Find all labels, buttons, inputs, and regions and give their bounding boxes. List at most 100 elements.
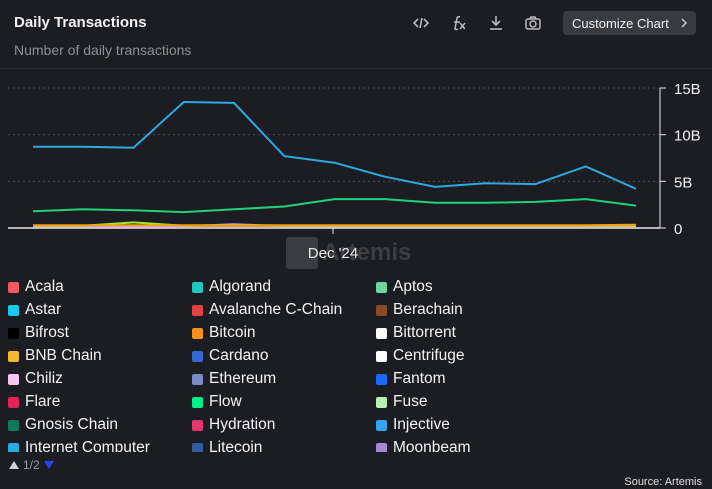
- legend-item[interactable]: Acala: [8, 276, 64, 298]
- legend-label: Injective: [393, 416, 450, 433]
- legend-swatch: [376, 419, 387, 431]
- artemis-logo-icon: [286, 237, 318, 269]
- chart-legend: Acala Algorand Aptos Astar Avalanche C-Chain…: [0, 276, 712, 452]
- legend-item[interactable]: Aptos: [376, 276, 433, 298]
- legend-label: Hydration: [209, 416, 276, 433]
- customize-chart-button[interactable]: Customize Chart: [563, 11, 696, 35]
- legend-label: Acala: [25, 278, 64, 295]
- legend-item[interactable]: Bittorrent: [376, 322, 456, 344]
- legend-swatch: [8, 442, 19, 452]
- legend-item[interactable]: Fuse: [376, 391, 427, 413]
- code-icon[interactable]: [410, 12, 432, 34]
- formula-icon[interactable]: [447, 12, 469, 34]
- page-up-icon[interactable]: [8, 460, 20, 470]
- legend-item[interactable]: Bitcoin: [192, 322, 256, 344]
- series-line: [33, 101, 637, 190]
- legend-swatch: [192, 281, 203, 293]
- legend-label: Centrifuge: [393, 347, 465, 364]
- legend-swatch: [376, 281, 387, 293]
- watermark-text: Artemis: [322, 239, 412, 266]
- page-down-icon[interactable]: [43, 460, 55, 470]
- legend-label: Moonbeam: [393, 439, 471, 452]
- customize-chart-label: Customize Chart: [572, 15, 669, 31]
- legend-item[interactable]: BNB Chain: [8, 345, 102, 367]
- legend-item[interactable]: Litecoin: [192, 437, 262, 452]
- legend-label: Cardano: [209, 347, 269, 364]
- legend-label: Fuse: [393, 393, 428, 410]
- legend-label: Fantom: [393, 370, 446, 387]
- legend-label: Flow: [209, 393, 242, 410]
- legend-swatch: [376, 350, 387, 362]
- legend-swatch: [376, 442, 387, 452]
- legend-item[interactable]: Centrifuge: [376, 345, 465, 367]
- legend-item[interactable]: Algorand: [192, 276, 271, 298]
- y-tick-label: 0: [674, 221, 682, 238]
- legend-label: Gnosis Chain: [25, 416, 119, 433]
- legend-label: Berachain: [393, 301, 463, 318]
- legend-swatch: [8, 419, 19, 431]
- legend-label: Bitcoin: [209, 324, 256, 341]
- legend-swatch: [8, 304, 19, 316]
- legend-item[interactable]: Astar: [8, 299, 61, 321]
- legend-swatch: [8, 396, 19, 408]
- legend-item[interactable]: Cardano: [192, 345, 268, 367]
- series-line: [32, 198, 637, 214]
- artemis-watermark: Artemis: [286, 237, 411, 269]
- legend-swatch: [192, 396, 203, 408]
- x-tick-label: Dec '24: [308, 245, 358, 262]
- legend-pager: 1/2: [8, 458, 55, 472]
- legend-label: Avalanche C-Chain: [209, 301, 343, 318]
- legend-label: BNB Chain: [25, 347, 102, 364]
- legend-label: Chiliz: [25, 370, 63, 387]
- legend-swatch: [192, 304, 203, 316]
- camera-icon[interactable]: [522, 12, 544, 34]
- legend-swatch: [8, 373, 19, 385]
- legend-item[interactable]: Chiliz: [8, 368, 63, 390]
- legend-swatch: [376, 396, 387, 408]
- chart-header: Daily Transactions Number of daily trans…: [0, 0, 712, 69]
- chart-subtitle: Number of daily transactions: [14, 42, 192, 58]
- legend-label: Bittorrent: [393, 324, 456, 341]
- legend-swatch: [8, 350, 19, 362]
- legend-label: Bifrost: [25, 324, 69, 341]
- series-line: [33, 223, 637, 227]
- download-icon[interactable]: [485, 12, 507, 34]
- legend-swatch: [8, 281, 19, 293]
- legend-label: Ethereum: [209, 370, 277, 387]
- legend-item[interactable]: Avalanche C-Chain: [192, 299, 342, 321]
- legend-item[interactable]: Internet Computer: [8, 437, 150, 452]
- legend-label: Aptos: [393, 278, 433, 295]
- legend-swatch: [376, 373, 387, 385]
- legend-label: Flare: [25, 393, 61, 410]
- legend-label: Internet Computer: [25, 439, 150, 452]
- legend-label: Litecoin: [209, 439, 263, 452]
- chevron-right-icon: [681, 18, 688, 28]
- legend-item[interactable]: Berachain: [376, 299, 463, 321]
- legend-swatch: [8, 327, 19, 339]
- legend-item[interactable]: Moonbeam: [376, 437, 471, 452]
- legend-swatch: [192, 327, 203, 339]
- y-tick-label: 5B: [674, 174, 692, 191]
- legend-swatch: [376, 327, 387, 339]
- y-tick-label: 10B: [674, 128, 701, 145]
- legend-item[interactable]: Hydration: [192, 414, 275, 436]
- legend-swatch: [192, 419, 203, 431]
- page-indicator: 1/2: [23, 458, 40, 472]
- source-note: Source: Artemis: [624, 476, 702, 488]
- legend-item[interactable]: Ethereum: [192, 368, 276, 390]
- legend-item[interactable]: Gnosis Chain: [8, 414, 118, 436]
- legend-swatch: [376, 304, 387, 316]
- chart-title: Daily Transactions: [14, 14, 147, 31]
- legend-item[interactable]: Flare: [8, 391, 60, 413]
- legend-swatch: [192, 442, 203, 452]
- y-tick-label: 15B: [674, 81, 701, 98]
- legend-item[interactable]: Fantom: [376, 368, 446, 390]
- legend-swatch: [192, 373, 203, 385]
- legend-swatch: [192, 350, 203, 362]
- legend-label: Astar: [25, 301, 62, 318]
- line-chart: 0 5B 10B 15B Dec '24: [8, 81, 701, 262]
- legend-item[interactable]: Bifrost: [8, 322, 69, 344]
- legend-item[interactable]: Injective: [376, 414, 450, 436]
- legend-item[interactable]: Flow: [192, 391, 242, 413]
- legend-label: Algorand: [209, 278, 272, 295]
